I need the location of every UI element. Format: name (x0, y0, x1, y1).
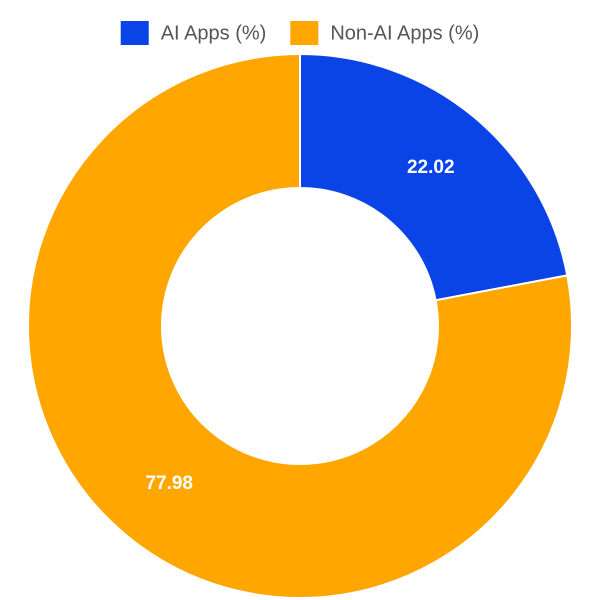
legend-swatch (120, 21, 149, 45)
legend-label: Non-AI Apps (%) (330, 22, 479, 44)
value-label: 22.02 (407, 157, 455, 178)
slice (27, 52, 573, 599)
legend-label: AI Apps (%) (161, 22, 267, 44)
legend-swatch (290, 21, 319, 45)
slice (299, 52, 569, 302)
value-label: 77.98 (145, 473, 193, 494)
